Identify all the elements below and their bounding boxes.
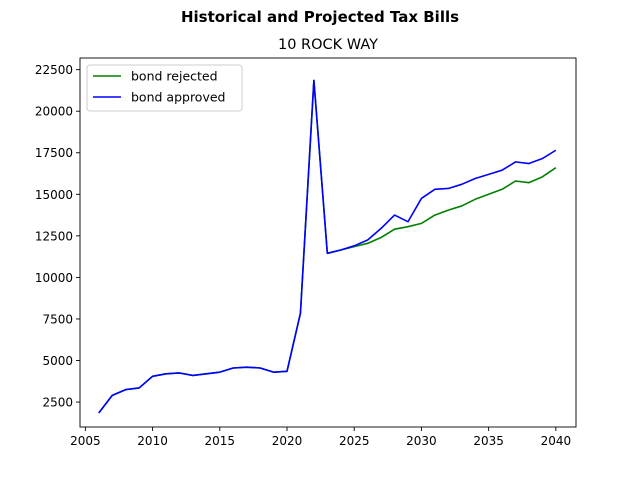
y-tick-label: 12500 [35, 229, 73, 243]
legend: bond rejected bond approved [86, 64, 243, 112]
x-tick-label: 2030 [406, 434, 437, 448]
legend-box [86, 64, 243, 112]
series-layer [98, 79, 557, 414]
plot-background [80, 58, 576, 427]
x-tick-label: 2035 [473, 434, 504, 448]
legend-label-bond-approved: bond approved [131, 90, 225, 105]
series-line-bond-approved [98, 79, 557, 414]
x-tick-label: 2010 [137, 434, 168, 448]
y-tick-label: 10000 [35, 271, 73, 285]
axes-frame [79, 57, 577, 428]
x-tick-label: 2005 [70, 434, 101, 448]
x-tick-label: 2025 [339, 434, 370, 448]
y-tick-label: 17500 [35, 146, 73, 160]
x-tick-label: 2020 [272, 434, 303, 448]
y-tick-label: 2500 [42, 396, 73, 410]
x-tick-label: 2040 [541, 434, 572, 448]
plot-area [80, 58, 576, 427]
chart-subtitle: 10 ROCK WAY [278, 37, 378, 53]
x-tick-label: 2015 [205, 434, 236, 448]
y-tick-label: 20000 [35, 105, 73, 119]
y-tick-label: 22500 [35, 63, 73, 77]
legend-label-bond-rejected: bond rejected [131, 69, 218, 84]
y-tick-label: 7500 [42, 312, 73, 326]
y-tick-label: 15000 [35, 188, 73, 202]
chart-title: Historical and Projected Tax Bills [181, 8, 459, 26]
axes-layer: 2005 2010 2015 2020 2025 2030 2035 2040 2500 5000… [35, 57, 577, 448]
y-tick-label: 5000 [42, 354, 73, 368]
